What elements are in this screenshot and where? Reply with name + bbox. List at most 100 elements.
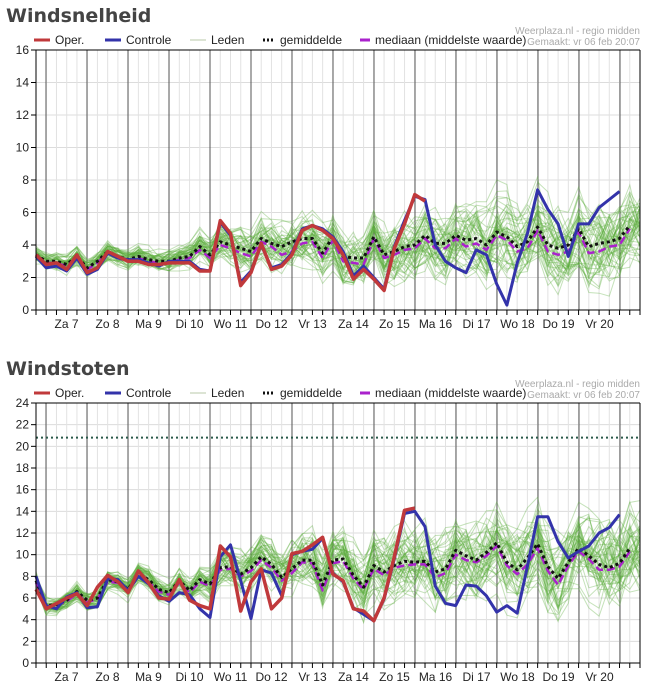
ensemble-member-line [35,509,641,624]
ensemble-member-line [35,197,641,288]
x-day-label: Zo 15 [379,317,410,331]
ensemble-member-line [35,203,641,278]
ensemble-member-line [35,191,641,286]
x-day-label: Za 7 [54,670,78,684]
y-tick-label: 10 [16,141,30,155]
legend-item-oper: Oper. [34,386,84,400]
x-day-label: Ma 16 [419,670,453,684]
legend-item-gemiddelde: gemiddelde [263,33,342,47]
ensemble-member-line [35,216,641,280]
x-day-label: Zo 8 [95,317,119,331]
x-day-label: Vr 13 [298,670,327,684]
series-line-oper [34,506,416,623]
legend-item-mediaan: mediaan (middelste waarde) [360,33,526,47]
y-tick-label: 22 [16,418,30,432]
legend-label-mediaan: mediaan (middelste waarde) [375,33,526,47]
ensemble-member-line [35,213,641,285]
x-day-label: Di 10 [175,317,203,331]
y-tick-label: 12 [16,526,30,540]
x-day-label: Wo 11 [214,317,248,331]
legend-item-gemiddelde: gemiddelde [263,386,342,400]
ensemble-member-line [35,512,641,613]
x-day-label: Vr 13 [298,317,327,331]
legend-label-oper: Oper. [55,33,84,47]
ensemble-member-line [35,174,641,285]
ensemble-member-line [35,211,641,286]
x-day-label: Za 7 [54,317,78,331]
ensemble-member-line [35,206,641,289]
x-day-label: Do 12 [255,670,287,684]
ensemble-member-line [35,207,641,283]
legend-item-leden: Leden [190,386,244,400]
y-tick-label: 12 [16,108,30,122]
ensemble-member-line [35,535,641,615]
legend-label-controle: Controle [126,386,172,400]
legend-item-oper: Oper. [34,33,84,47]
x-day-label: Wo 11 [214,670,248,684]
plot-area: 0 2 4 6 8 10 12 14 16 Za 7 Zo 8 Ma 9 Di 10 Wo 11 Do 12… [16,43,641,331]
y-tick-label: 0 [22,303,29,317]
ensemble-member-line [35,195,641,284]
chart-title: Windstoten [6,358,130,380]
legend-item-leden: Leden [190,33,244,47]
ensemble-member-line [35,531,641,613]
ensemble-member-line [35,204,641,277]
ensemble-members [35,174,641,297]
ensemble-member-line [35,524,641,609]
y-tick-label: 10 [16,548,30,562]
legend-label-gemiddelde: gemiddelde [280,386,342,400]
x-day-label: Wo 18 [500,670,535,684]
ensemble-member-line [35,207,641,280]
ensemble-member-line [35,500,641,605]
legend-item-controle: Controle [105,33,172,47]
y-tick-label: 4 [22,238,29,252]
ensemble-member-line [35,203,641,282]
x-day-label: Zo 15 [379,670,410,684]
x-day-label: Zo 8 [95,670,119,684]
x-day-label: Za 14 [338,670,369,684]
y-tick-label: 6 [22,206,29,220]
x-day-label: Di 17 [462,670,490,684]
y-tick-label: 14 [16,504,30,518]
x-day-label: Ma 16 [419,317,453,331]
credit-timestamp: Gemaakt: vr 06 feb 20:07 [527,390,640,401]
credit-timestamp: Gemaakt: vr 06 feb 20:07 [527,37,640,48]
ensemble-member-line [35,527,641,606]
x-day-label: Do 19 [542,670,574,684]
legend-label-oper: Oper. [55,386,84,400]
x-day-label: Ma 9 [135,317,162,331]
credit-source: Weerplaza.nl - regio midden [515,26,640,37]
ensemble-member-line [35,516,641,611]
y-tick-label: 2 [22,271,29,285]
y-tick-label: 20 [16,439,30,453]
x-day-label: Do 19 [542,317,574,331]
chart-title: Windsnelheid [6,5,152,27]
legend: Oper. Controle Leden gemiddelde mediaan (mid… [34,33,526,47]
legend: Oper. Controle Leden gemiddelde mediaan (mid… [34,386,526,400]
ensemble-member-line [35,532,641,614]
ensemble-member-line [35,204,641,282]
y-tick-label: 16 [16,483,30,497]
y-tick-label: 16 [16,43,30,57]
ensemble-member-line [35,214,641,288]
legend-item-controle: Controle [105,386,172,400]
ensemble-member-line [35,216,641,284]
y-tick-label: 0 [22,656,29,670]
x-day-label: Vr 20 [585,670,614,684]
y-tick-label: 18 [16,461,30,475]
x-day-label: Ma 9 [135,670,162,684]
windsnelheid-chart: 0 2 4 6 8 10 12 14 16 Za 7 Zo 8 Ma 9 Di 10 Wo 11 Do 12… [16,26,641,331]
ensemble-member-line [35,203,641,278]
x-day-label: Vr 20 [585,317,614,331]
ensemble-member-line [35,217,641,284]
legend-label-leden: Leden [211,33,244,47]
y-tick-label: 4 [22,613,29,627]
x-day-label: Do 12 [255,317,287,331]
series-line-oper [34,192,426,293]
legend-item-mediaan: mediaan (middelste waarde) [360,386,526,400]
x-day-label: Za 14 [338,317,369,331]
x-day-label: Di 10 [175,670,203,684]
y-tick-label: 6 [22,591,29,605]
